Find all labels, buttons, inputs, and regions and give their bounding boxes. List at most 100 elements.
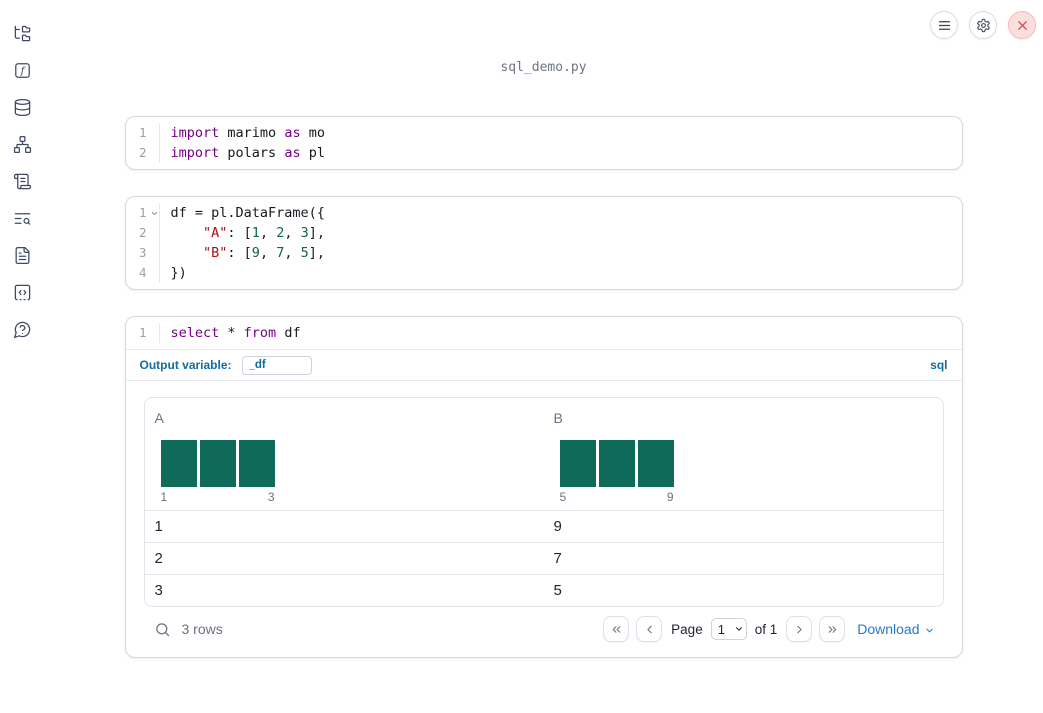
download-label: Download xyxy=(857,621,920,637)
settings-button[interactable] xyxy=(969,11,997,39)
code-line[interactable]: "B": [9, 7, 5], xyxy=(203,245,326,261)
page-select[interactable]: 1 xyxy=(710,618,747,640)
dependency-graph-icon[interactable] xyxy=(12,134,32,154)
line-number: 1 xyxy=(138,125,147,140)
histogram-bar xyxy=(199,440,236,487)
divider xyxy=(125,349,962,350)
code-content: df = pl.DataFrame({ "A": [1, 2, 3], "B":… xyxy=(160,203,962,283)
column-name: A xyxy=(154,410,164,426)
row-count: 3 rows xyxy=(181,621,223,637)
sql-options-row: Output variable: sql xyxy=(126,350,962,380)
file-explorer-icon[interactable] xyxy=(12,23,32,43)
code-line[interactable]: import polars as pl xyxy=(170,145,325,161)
output-variable-input[interactable] xyxy=(241,355,312,375)
hamburger-menu-icon xyxy=(937,18,952,33)
ai-chat-help-icon[interactable] xyxy=(12,319,32,339)
column-histogram xyxy=(559,440,674,487)
tracebacks-search-icon[interactable] xyxy=(12,208,32,228)
chevron-right-icon xyxy=(793,623,806,636)
histogram-bar xyxy=(559,440,596,487)
logs-icon[interactable] xyxy=(12,171,32,191)
chevrons-left-icon xyxy=(610,623,623,636)
divider xyxy=(125,380,962,381)
helper-sidebar: f xyxy=(0,0,44,713)
close-icon xyxy=(1015,18,1030,33)
code-line[interactable]: "A": [1, 2, 3], xyxy=(203,225,326,241)
output-variable-label: Output variable: xyxy=(139,358,232,372)
next-page-button[interactable] xyxy=(786,616,813,642)
variables-icon[interactable]: f xyxy=(12,60,32,80)
table-cell: 5 xyxy=(553,582,562,599)
table-cell: 7 xyxy=(553,550,562,567)
search-icon xyxy=(154,621,171,638)
table-cell: 9 xyxy=(553,518,562,535)
line-number: 3 xyxy=(138,245,147,260)
last-page-button[interactable] xyxy=(819,616,846,642)
table-footer: 3 rows Page 1 of 1 xyxy=(144,607,944,651)
download-button[interactable]: Download xyxy=(857,621,934,637)
gear-icon xyxy=(976,18,991,33)
line-number: 1 xyxy=(138,325,147,340)
page-select-wrap: 1 xyxy=(710,618,747,640)
code-line[interactable]: select * from df xyxy=(170,325,301,341)
line-number-gutter: 1 xyxy=(126,323,160,343)
table-cell: 3 xyxy=(154,582,163,599)
column-name: B xyxy=(553,410,563,426)
histogram-bar xyxy=(160,440,197,487)
line-number: 2 xyxy=(138,225,147,240)
table-search-button[interactable] xyxy=(153,619,173,639)
notebook-filename: sql_demo.py xyxy=(500,60,587,75)
histogram-bar xyxy=(637,440,674,487)
code-cell-dataframe: 1 2 3 4 df = pl.DataFrame({ "A": [1, 2, 3],… xyxy=(124,196,963,290)
fold-chevron-icon[interactable] xyxy=(150,203,159,223)
documentation-icon[interactable] xyxy=(12,245,32,265)
shutdown-button[interactable] xyxy=(1008,11,1036,39)
histogram-bar xyxy=(598,440,635,487)
sql-editor: 1 select * from df xyxy=(126,317,962,349)
first-page-button[interactable] xyxy=(603,616,630,642)
snippets-icon[interactable] xyxy=(12,282,32,302)
sql-cell: 1 select * from df Output variable: sql … xyxy=(124,316,963,658)
code-line[interactable]: import marimo as mo xyxy=(170,125,325,141)
code-content: select * from df xyxy=(160,323,962,343)
notebook-actions xyxy=(930,11,1036,39)
line-number: 2 xyxy=(138,145,147,160)
notebook-menu-button[interactable] xyxy=(930,11,958,39)
table-cell: 1 xyxy=(154,518,163,535)
sql-language-badge: sql xyxy=(930,358,948,372)
datasets-icon[interactable] xyxy=(12,97,32,117)
code-line[interactable]: }) xyxy=(170,265,187,281)
previous-page-button[interactable] xyxy=(636,616,663,642)
svg-text:f: f xyxy=(19,65,26,77)
column-histogram xyxy=(160,440,275,487)
chevrons-right-icon xyxy=(826,623,839,636)
chevron-down-icon xyxy=(925,628,933,632)
chevron-left-icon xyxy=(643,623,656,636)
table-cell: 2 xyxy=(154,550,163,567)
page-of-label: of 1 xyxy=(754,621,778,637)
histogram-bar xyxy=(238,440,275,487)
line-number-gutter: 1 2 3 4 xyxy=(126,203,160,283)
line-number: 1 xyxy=(126,203,159,223)
code-content: import marimo as mo import polars as pl xyxy=(160,123,962,163)
page-label: Page xyxy=(671,621,703,637)
code-line[interactable]: df = pl.DataFrame({ xyxy=(170,205,325,221)
line-number: 4 xyxy=(138,265,147,280)
code-editor: 1 2 3 4 df = pl.DataFrame({ "A": [1, 2, 3],… xyxy=(126,197,962,289)
